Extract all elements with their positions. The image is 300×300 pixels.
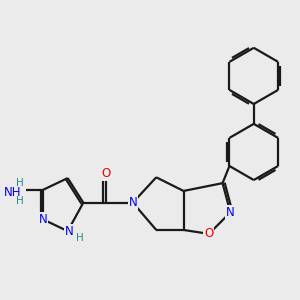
Text: H: H bbox=[76, 233, 84, 243]
Text: H: H bbox=[16, 196, 24, 206]
Text: O: O bbox=[204, 227, 214, 240]
Text: NH: NH bbox=[4, 186, 21, 200]
Text: O: O bbox=[101, 167, 110, 180]
Text: N: N bbox=[64, 225, 73, 238]
Text: N: N bbox=[226, 206, 235, 219]
Text: H: H bbox=[16, 178, 24, 188]
Text: N: N bbox=[128, 196, 137, 209]
Text: N: N bbox=[39, 213, 47, 226]
